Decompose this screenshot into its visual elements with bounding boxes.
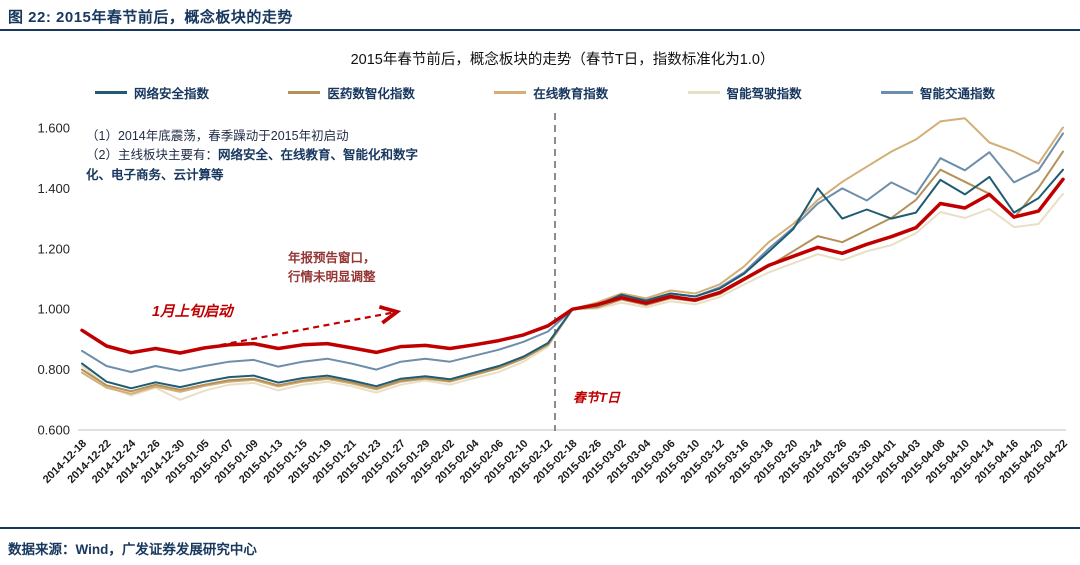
- january-start-note: 1月上旬启动: [152, 304, 233, 320]
- y-axis-tick-labels: 0.600 0.800 1.000 1.200 1.400 1.600: [37, 121, 70, 438]
- legend-swatch-icon: [687, 91, 720, 94]
- top-divider: [0, 29, 1080, 31]
- legend-item-4: 智能交通指数: [880, 83, 995, 102]
- legend-item-1: 医药数智化指数: [288, 83, 415, 102]
- trend-arrow: [209, 305, 402, 349]
- y-tick-label: 0.600: [37, 423, 70, 438]
- series-line-1: [81, 150, 1064, 393]
- earnings-window-line1: 年报预告窗口，: [288, 251, 376, 265]
- y-tick-label: 1.600: [37, 121, 70, 136]
- legend-item-3: 智能驾驶指数: [687, 83, 802, 102]
- legend-label: 在线教育指数: [533, 87, 609, 101]
- legend-swatch-icon: [494, 91, 527, 94]
- series-line-3: [81, 192, 1064, 401]
- figure-title: 图 22: 2015年春节前后，概念板块的走势: [8, 9, 293, 26]
- x-axis-tick-labels: 2014-12-182014-12-222014-12-242014-12-26…: [41, 437, 1070, 486]
- legend-label: 智能驾驶指数: [726, 87, 802, 101]
- legend-item-0: 网络安全指数: [95, 83, 209, 102]
- data-source-note: 数据来源：Wind，广发证券发展研究中心: [8, 542, 257, 557]
- legend-label: 网络安全指数: [134, 87, 210, 101]
- earnings-window-note: 年报预告窗口， 行情未明显调整: [288, 249, 376, 287]
- legend-label: 智能交通指数: [919, 87, 995, 101]
- series-line-5: [80, 177, 1065, 355]
- festival-day-label: 春节T日: [573, 390, 620, 405]
- y-tick-label: 1.400: [37, 181, 70, 196]
- series-line-0: [81, 168, 1064, 390]
- bottom-divider: [0, 527, 1080, 529]
- chart-title: 2015年春节前后，概念板块的走势（春节T日，指数标准化为1.0）: [350, 52, 775, 68]
- chart-legend: 网络安全指数 医药数智化指数 在线教育指数 智能驾驶指数 智能交通指数: [95, 83, 995, 102]
- commentary-line2-highlight: 网络安全、在线教育、智能化和数字化、电子商务、云计算等: [86, 148, 418, 182]
- commentary-note: （1）2014年底震荡，春季躁动于2015年初启动 （2）主线板块主要有：网络安…: [86, 127, 420, 185]
- y-tick-label: 0.800: [37, 362, 70, 377]
- legend-swatch-icon: [880, 91, 913, 94]
- commentary-line2-prefix: （2）主线板块主要有：: [86, 148, 218, 163]
- commentary-line1: （1）2014年底震荡，春季躁动于2015年初启动: [86, 129, 349, 143]
- legend-swatch-icon: [288, 91, 321, 94]
- chart-series-lines: [80, 117, 1065, 401]
- y-tick-label: 1.200: [37, 241, 70, 256]
- earnings-window-line2: 行情未明显调整: [288, 269, 376, 284]
- legend-label: 医药数智化指数: [327, 87, 415, 101]
- legend-swatch-icon: [95, 91, 127, 94]
- y-tick-label: 1.000: [37, 302, 70, 317]
- legend-item-2: 在线教育指数: [494, 83, 608, 102]
